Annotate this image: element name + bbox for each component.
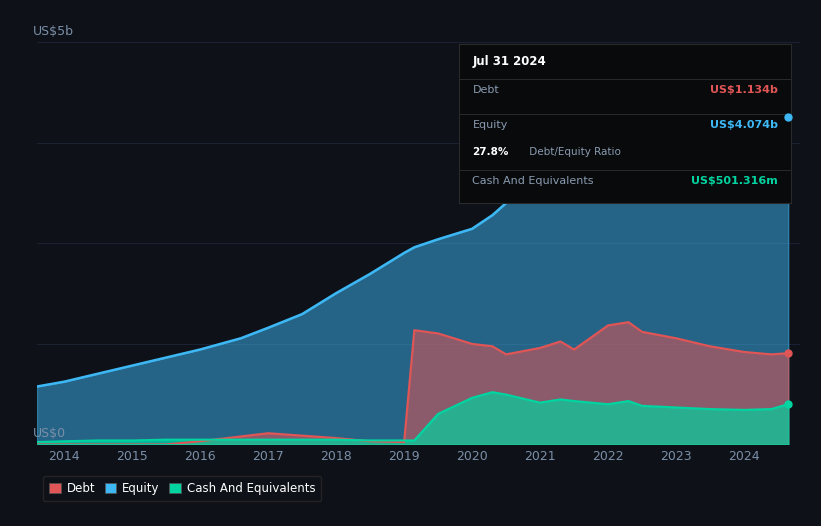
Text: US$5b: US$5b — [33, 25, 74, 38]
Legend: Debt, Equity, Cash And Equivalents: Debt, Equity, Cash And Equivalents — [43, 476, 321, 501]
Text: US$0: US$0 — [33, 428, 67, 440]
